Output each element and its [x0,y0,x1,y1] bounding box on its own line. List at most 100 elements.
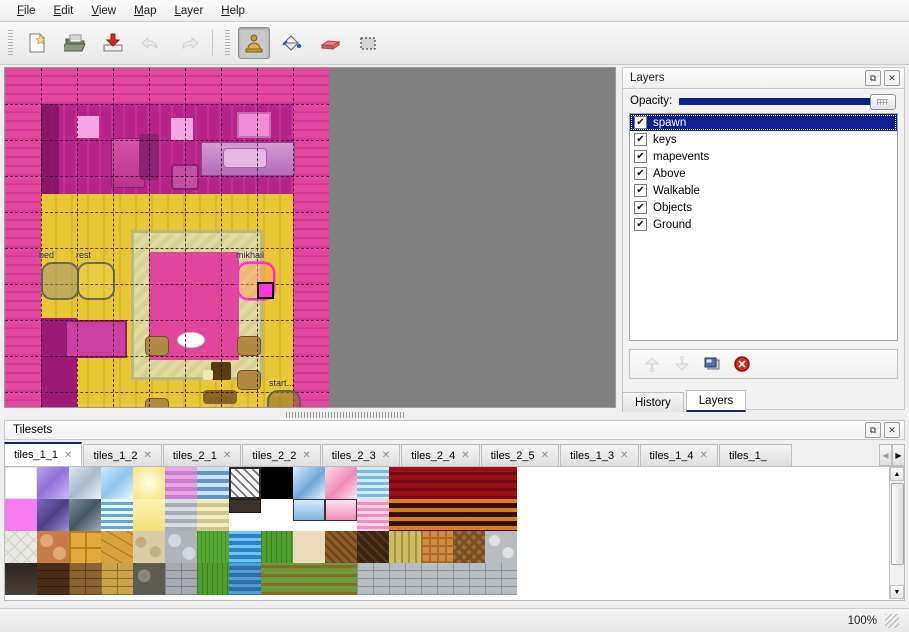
eraser-button[interactable] [314,27,346,59]
float-icon[interactable]: ⧉ [865,70,881,86]
tile-cell[interactable] [101,499,133,531]
tile-cell[interactable] [101,467,133,499]
tile-cell[interactable] [37,467,69,499]
tile-cell[interactable] [485,499,517,531]
tile-cell[interactable] [325,531,357,563]
canvas-horizontal-splitter[interactable] [4,409,616,420]
close-tab-icon[interactable]: ✕ [620,450,629,461]
close-tab-icon[interactable]: ✕ [222,450,232,461]
tile-cell[interactable] [133,563,165,595]
tile-cell[interactable] [5,467,37,499]
tile-cell[interactable] [69,563,101,595]
tile-cell[interactable] [357,499,389,531]
tile-cell[interactable] [293,563,325,595]
layer-visibility-checkbox[interactable]: ✔ [634,167,647,180]
palette-vertical-scrollbar[interactable]: ▲ ▼ [889,467,904,599]
new-file-button[interactable] [21,27,53,59]
raise-layer-button[interactable] [642,354,662,374]
tile-cell[interactable] [293,467,325,499]
map-object-rest[interactable] [77,262,115,300]
tile-cell[interactable] [165,531,197,563]
tile-cell[interactable] [293,531,325,563]
tile-cell[interactable] [101,531,133,563]
tab-layers[interactable]: Layers [685,390,747,412]
tileset-tab-tiles_2_5[interactable]: tiles_2_5 ✕ [480,444,560,466]
map-canvas[interactable]: bed rest mikhail andor:] entr... start..… [5,68,329,407]
scroll-up-icon[interactable]: ▲ [890,467,904,481]
tile-cell[interactable] [421,531,453,563]
layer-row-objects[interactable]: ✔ Objects [630,199,897,216]
lower-layer-button[interactable] [672,354,692,374]
close-tab-icon[interactable]: ✕ [143,450,152,461]
tileset-tab-tiles_1_1[interactable]: tiles_1_1 ✕ [4,442,83,466]
close-tab-icon[interactable]: ✕ [540,450,550,461]
tile-cell[interactable] [421,563,453,595]
tile-cell[interactable] [5,499,37,531]
tile-cell[interactable] [485,531,517,563]
tile-cell[interactable] [197,467,229,499]
tile-cell[interactable] [453,531,485,563]
toolbar-grip[interactable] [6,30,14,56]
duplicate-layer-button[interactable] [702,354,722,374]
tile-cell[interactable] [197,531,229,563]
close-icon[interactable]: ✕ [884,70,900,86]
tile-cell[interactable] [229,531,261,563]
scroll-down-icon[interactable]: ▼ [890,585,904,599]
menu-help[interactable]: Help [221,4,245,17]
scroll-left-icon[interactable]: ◀ [879,444,892,466]
tile-cell[interactable] [421,499,453,531]
tile-cell[interactable] [165,563,197,595]
scrollbar-thumb[interactable] [891,483,904,565]
fill-bucket-button[interactable] [276,27,308,59]
tile-cell[interactable] [357,467,389,499]
tileset-tab-tiles_2_2[interactable]: tiles_2_2 ✕ [242,444,321,466]
tileset-tab-tiles_2_3[interactable]: tiles_2_3 ✕ [321,444,401,466]
layer-row-keys[interactable]: ✔ keys [630,131,897,148]
save-file-button[interactable] [97,27,129,59]
tile-cell[interactable] [261,467,293,499]
tile-cell[interactable] [197,563,229,595]
tile-cell[interactable] [389,531,421,563]
tileset-tab-tiles_2_4[interactable]: tiles_2_4 ✕ [401,444,480,466]
map-object-bed[interactable] [41,262,79,300]
tileset-tab-tiles_2_1[interactable]: tiles_2_1 ✕ [162,444,242,466]
stamp-tool-button[interactable] [238,27,270,59]
tileset-palette[interactable]: ▲ ▼ [4,467,905,601]
redo-button[interactable] [173,27,205,59]
tile-cell[interactable] [453,499,485,531]
tile-cell[interactable] [325,563,357,595]
close-tab-icon[interactable]: ✕ [302,450,311,461]
tile-cell[interactable] [325,499,357,521]
map-object-resize-handle[interactable] [257,282,274,299]
layer-visibility-checkbox[interactable]: ✔ [634,201,647,214]
tile-cell[interactable] [389,499,421,531]
scroll-right-icon[interactable]: ▶ [892,444,905,466]
undo-button[interactable] [135,27,167,59]
tile-cell[interactable] [165,467,197,499]
resize-grip[interactable] [885,613,899,628]
tile-cell[interactable] [485,563,517,595]
layer-visibility-checkbox[interactable]: ✔ [634,218,647,231]
tile-cell[interactable] [197,499,229,531]
tile-cell[interactable] [229,499,261,513]
opacity-slider-knob[interactable] [870,94,896,110]
tileset-tab-tiles_1_2[interactable]: tiles_1_2 ✕ [83,444,162,466]
tile-cell[interactable] [485,467,517,499]
layer-visibility-checkbox[interactable]: ✔ [634,116,647,129]
close-tab-icon[interactable]: ✕ [461,450,470,461]
tile-cell[interactable] [357,531,389,563]
tile-cell[interactable] [229,563,261,595]
close-tab-icon[interactable]: ✕ [699,450,708,461]
tile-cell[interactable] [165,499,197,531]
menu-file[interactable]: File [17,4,36,17]
tile-cell[interactable] [69,499,101,531]
open-file-button[interactable] [59,27,91,59]
tile-cell[interactable] [421,467,453,499]
tile-cell[interactable] [101,563,133,595]
layer-row-ground[interactable]: ✔ Ground [630,216,897,233]
map-canvas-viewport[interactable]: bed rest mikhail andor:] entr... start..… [4,67,616,408]
tile-cell[interactable] [133,531,165,563]
tile-cell[interactable] [357,563,389,595]
tileset-tab-tiles_1_4[interactable]: tiles_1_4 ✕ [639,444,718,466]
tile-cell[interactable] [37,531,69,563]
